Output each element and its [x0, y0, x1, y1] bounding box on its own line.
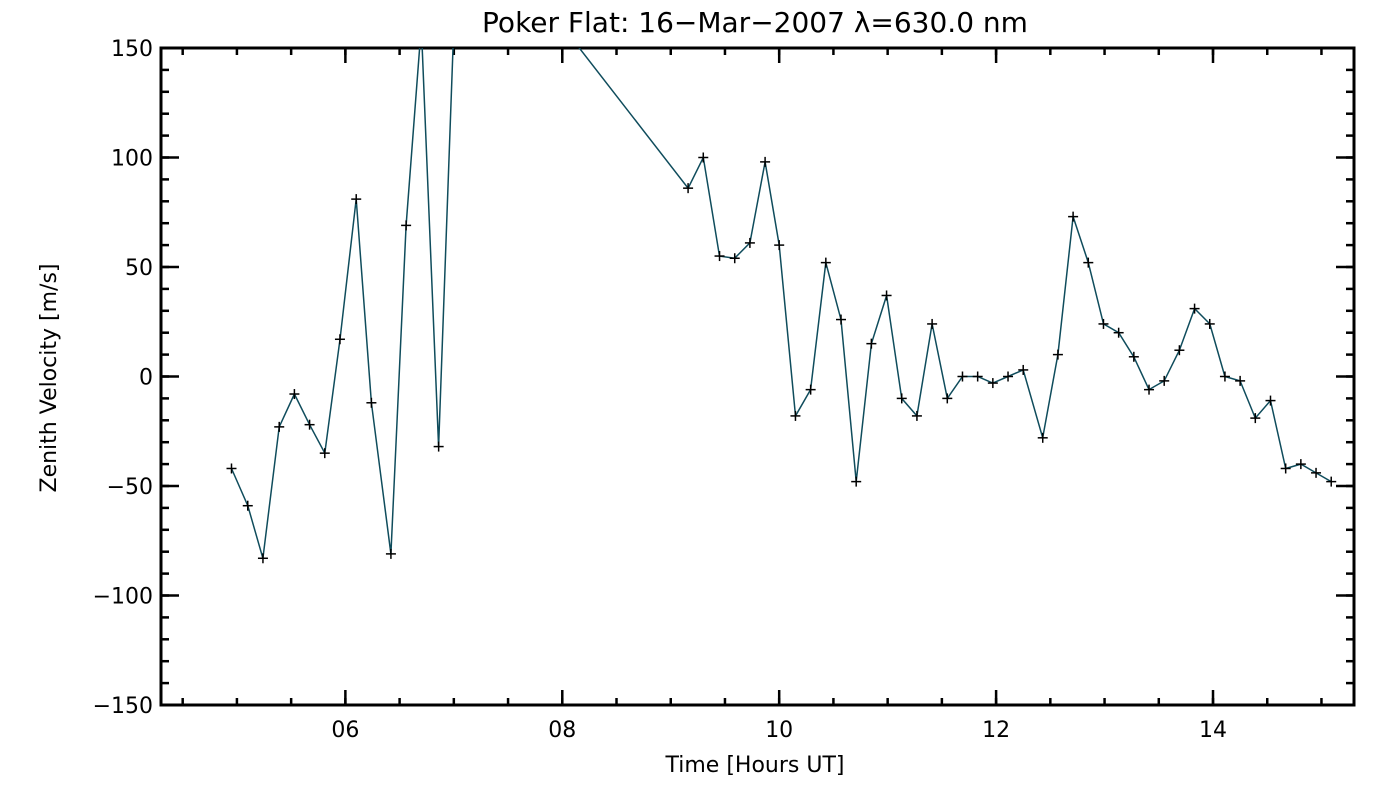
- data-point: [1235, 375, 1246, 386]
- axis-ticks: [161, 46, 1354, 707]
- data-point: [242, 500, 253, 511]
- data-point: [351, 194, 362, 205]
- x-tick-label: 12: [982, 718, 1010, 743]
- y-tick-label: −150: [93, 694, 153, 719]
- y-tick-label: −50: [107, 475, 153, 500]
- data-point: [1250, 413, 1261, 424]
- data-point: [1265, 395, 1276, 406]
- plot-frame: [159, 46, 1356, 707]
- y-tick-label: 100: [111, 147, 153, 172]
- data-point: [744, 237, 755, 248]
- data-point: [774, 240, 785, 251]
- data-point: [1311, 467, 1322, 478]
- data-point: [911, 410, 922, 421]
- data-point: [304, 419, 315, 430]
- data-point: [1068, 211, 1079, 222]
- data-point: [1128, 351, 1139, 362]
- y-tick-label: 150: [111, 37, 153, 62]
- data-point: [987, 378, 998, 389]
- data-point: [836, 314, 847, 325]
- data-point: [790, 410, 801, 421]
- data-point: [334, 334, 345, 345]
- data-point: [1174, 345, 1185, 356]
- data-point: [401, 220, 412, 231]
- data-point: [1204, 318, 1215, 329]
- data-point: [957, 371, 968, 382]
- x-tick-label: 06: [331, 718, 359, 743]
- data-point: [1189, 303, 1200, 314]
- x-tick-label: 10: [765, 718, 793, 743]
- x-axis-label: Time [Hours UT]: [665, 753, 845, 778]
- data-point: [866, 338, 877, 349]
- y-tick-label: 50: [125, 256, 153, 281]
- data-point: [257, 553, 268, 564]
- data-point: [1083, 257, 1094, 268]
- data-point: [385, 548, 396, 559]
- data-point: [366, 397, 377, 408]
- data-point: [942, 393, 953, 404]
- x-tick-label: 08: [548, 718, 576, 743]
- data-point: [1037, 432, 1048, 443]
- data-point: [1295, 459, 1306, 470]
- data-point: [851, 476, 862, 487]
- y-tick-label: −100: [93, 585, 153, 610]
- data-point: [1144, 384, 1155, 395]
- data-point: [760, 156, 771, 167]
- data-point: [1052, 349, 1063, 360]
- x-tick-label: 14: [1199, 718, 1227, 743]
- data-point: [1219, 371, 1230, 382]
- data-point: [1003, 371, 1014, 382]
- data-point: [896, 393, 907, 404]
- data-point: [698, 152, 709, 163]
- data-point: [820, 257, 831, 268]
- data-point: [1159, 375, 1170, 386]
- data-point: [1098, 318, 1109, 329]
- data-point: [433, 441, 444, 452]
- data-point: [416, 21, 426, 31]
- data-point: [805, 384, 816, 395]
- series-line: [230, 48, 1332, 559]
- data-point: [881, 290, 892, 301]
- data-point: [729, 253, 740, 264]
- chart-title: Poker Flat: 16−Mar−2007 λ=630.0 nm: [482, 6, 1028, 39]
- data-point: [927, 318, 938, 329]
- data-point: [449, 21, 459, 31]
- data-point: [1018, 364, 1029, 375]
- data-point: [226, 463, 237, 474]
- data-point: [1326, 476, 1337, 487]
- data-point: [319, 448, 330, 459]
- data-point: [683, 183, 694, 194]
- data-point: [1280, 463, 1291, 474]
- y-axis-label: Zenith Velocity [m/s]: [37, 264, 62, 493]
- y-tick-label: 0: [139, 366, 153, 391]
- data-point-markers: [226, 21, 1337, 564]
- data-point: [289, 389, 300, 400]
- axis-tick-labels: 06 08 10 12 14 −150 −100 −50 0 50 100 150: [93, 37, 1227, 743]
- data-point: [1113, 327, 1124, 338]
- data-point: [972, 371, 983, 382]
- data-point: [714, 251, 725, 262]
- data-point: [274, 421, 285, 432]
